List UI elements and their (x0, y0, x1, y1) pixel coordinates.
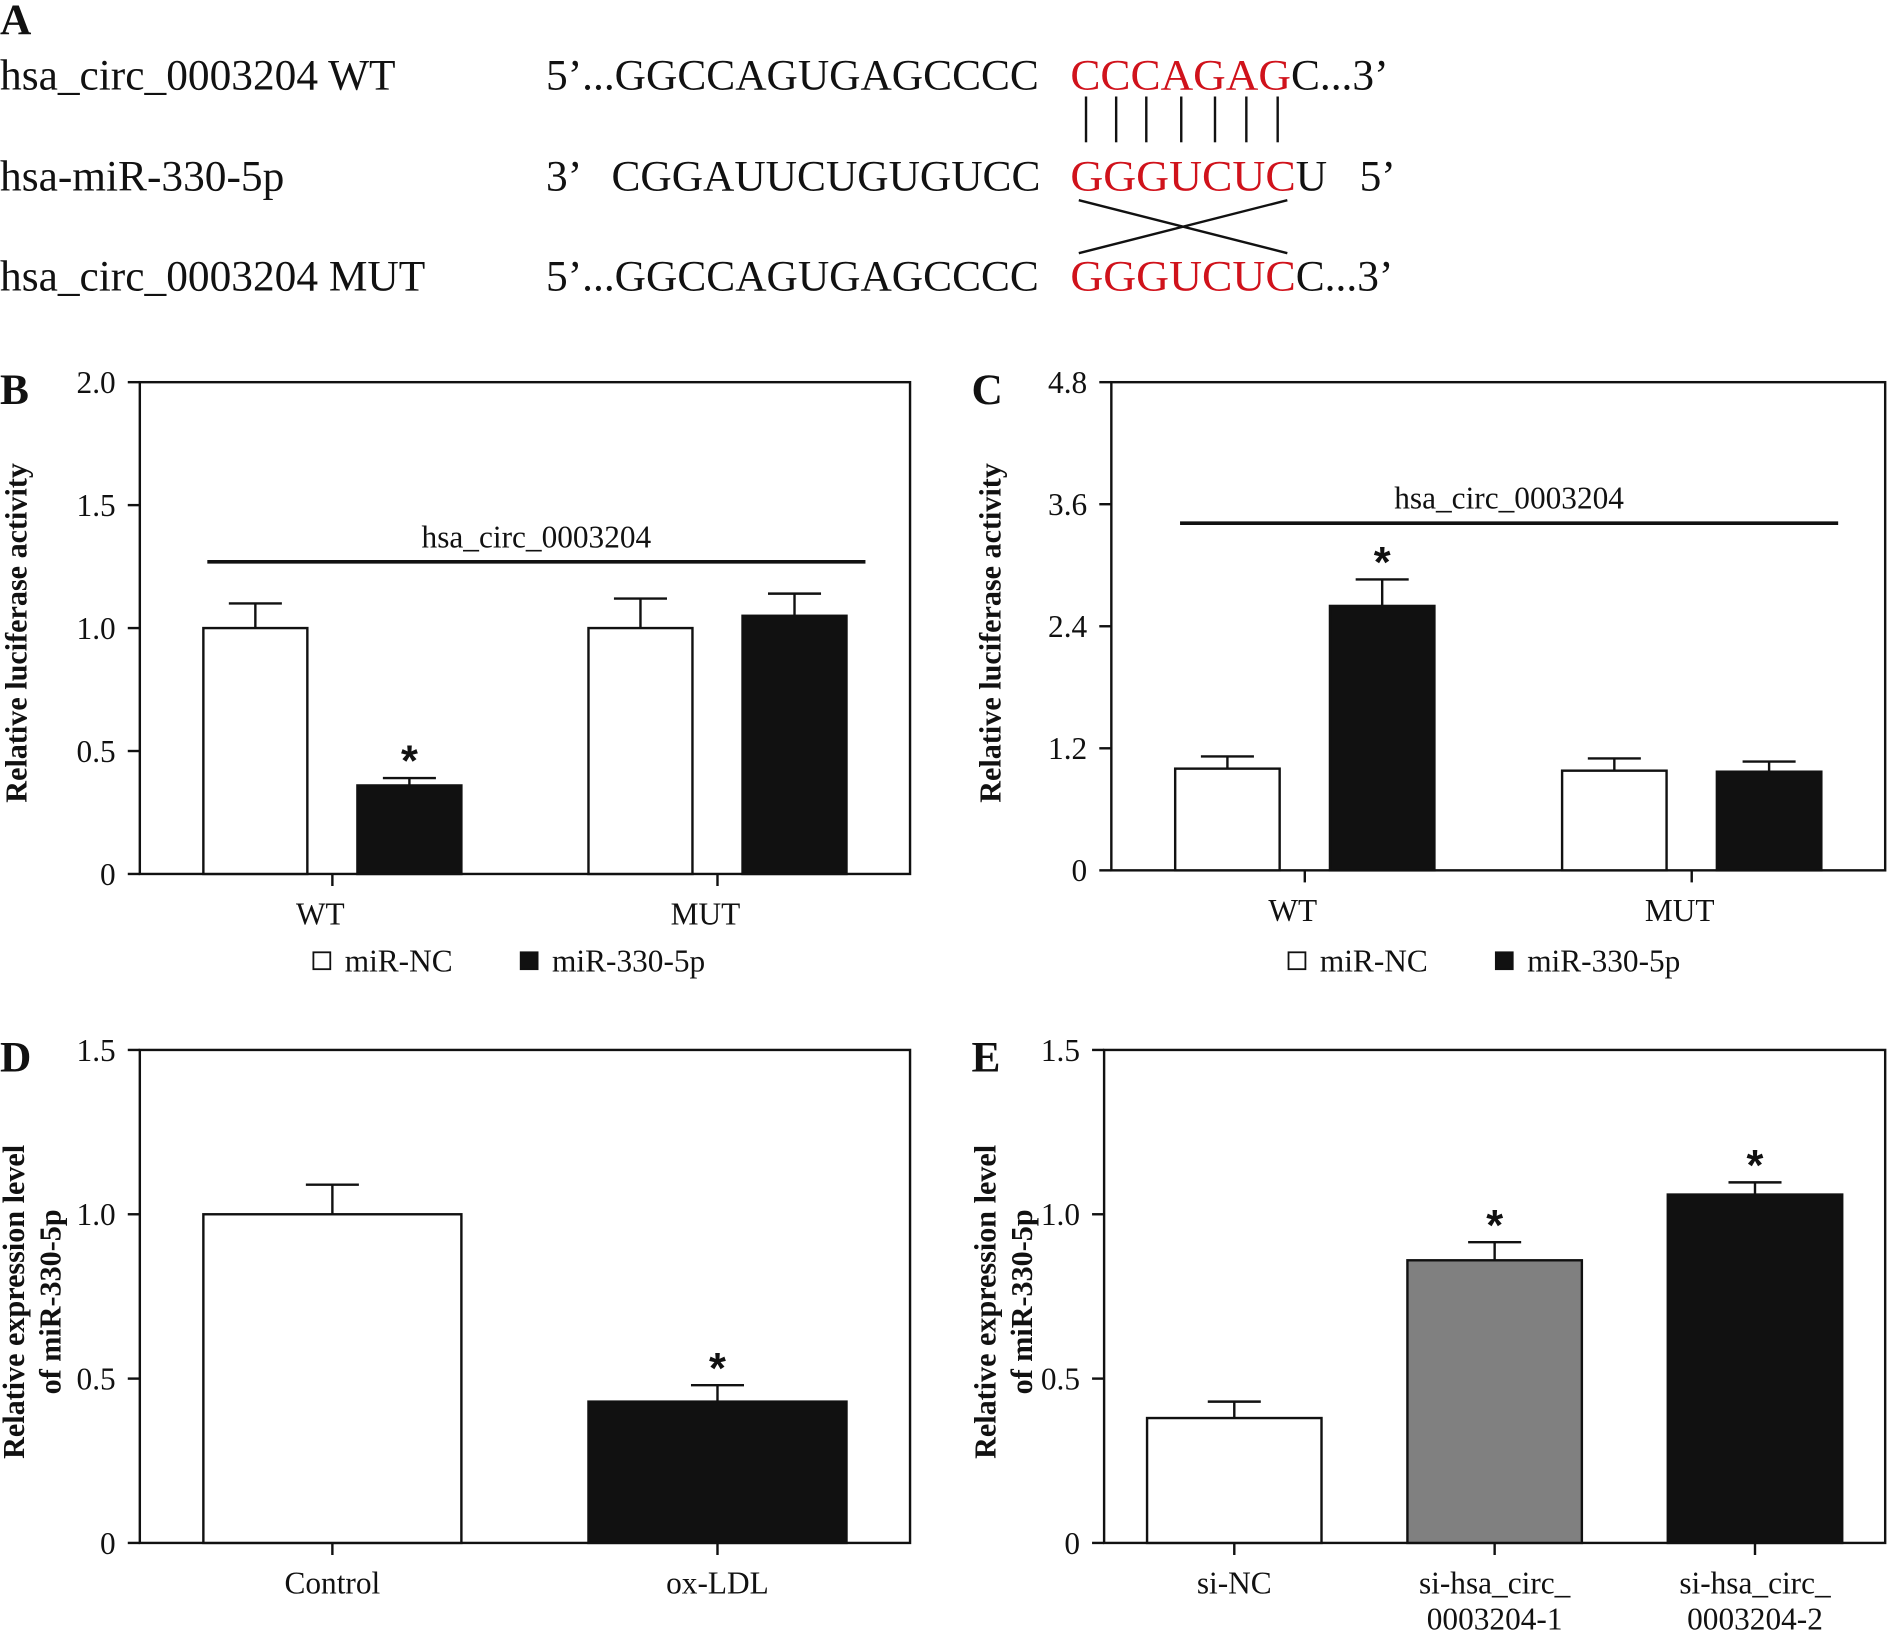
y-tick-label: 1.2 (1048, 731, 1087, 766)
y-tick-label: 0.5 (77, 734, 116, 769)
x-tick-label: WT (296, 897, 345, 932)
seq-prefix: 5’...GGCCAGUGAGCCCC (546, 51, 1039, 99)
bar (1715, 770, 1823, 872)
y-tick-label: 1.0 (1041, 1197, 1080, 1232)
y-tick-label: 0.5 (1041, 1361, 1080, 1396)
seq-name: hsa_circ_0003204 MUT (0, 253, 425, 301)
y-axis-label: Relative luciferase activity (0, 463, 34, 803)
y-tick-label: 2.4 (1048, 609, 1087, 644)
y-tick-label: 1.0 (77, 611, 116, 646)
panel-label: D (0, 1034, 31, 1082)
legend-label: miR-NC (1320, 944, 1428, 979)
plot-frame (138, 1048, 912, 1545)
bar (1173, 767, 1281, 872)
bar (587, 626, 694, 876)
significance-marker: * (1486, 1202, 1503, 1250)
seq-site: GGGUCUC (1070, 253, 1295, 301)
y-tick-label: 1.5 (1041, 1033, 1080, 1068)
significance-marker: * (401, 738, 418, 786)
x-tick-label: si-NC (1197, 1566, 1272, 1601)
y-axis-label: Relative luciferase activity (973, 463, 1007, 803)
seq-name: hsa-miR-330-5p (0, 153, 284, 201)
bar (1666, 1193, 1844, 1545)
y-axis-label: of miR-330-5p (1005, 1209, 1039, 1394)
panel-label: C (972, 366, 1003, 414)
seq-prefix: 3’ CGGAUUCUGUGUCC (546, 153, 1040, 201)
legend-label: miR-NC (345, 944, 453, 979)
y-tick-label: 0 (100, 1526, 116, 1561)
seq-suffix: C...3’ (1296, 253, 1394, 301)
bar (1560, 769, 1668, 872)
y-tick-label: 3.6 (1048, 487, 1087, 522)
seq-suffix: U 5’ (1296, 153, 1396, 201)
y-tick-label: 4.8 (1048, 365, 1087, 400)
bar (1145, 1416, 1323, 1545)
seq-suffix: C...3’ (1291, 51, 1389, 99)
significance-marker: * (709, 1345, 726, 1393)
bracket-label: hsa_circ_0003204 (1394, 481, 1624, 516)
y-tick-label: 0 (1064, 1526, 1080, 1561)
y-tick-label: 1.5 (77, 488, 116, 523)
legend-label: miR-330-5p (552, 944, 705, 979)
y-tick-label: 1.0 (77, 1197, 116, 1232)
seq-site: CCCAGAG (1070, 51, 1291, 99)
seq-name: hsa_circ_0003204 WT (0, 51, 396, 99)
bar (587, 1400, 848, 1545)
panel-label: A (0, 0, 31, 44)
x-tick-label: Control (285, 1566, 381, 1601)
x-tick-label: MUT (671, 897, 741, 932)
bar (1328, 604, 1436, 872)
bar (202, 626, 309, 876)
y-axis-label: Relative expression level (969, 1145, 1003, 1459)
bar (1406, 1259, 1584, 1545)
bar (741, 614, 848, 876)
y-tick-label: 1.5 (77, 1033, 116, 1068)
bar (356, 784, 463, 876)
panel-label: B (0, 366, 29, 414)
x-tick-label: 0003204-1 (1427, 1602, 1563, 1631)
legend-swatch (519, 951, 539, 971)
x-tick-label: MUT (1645, 893, 1715, 928)
pairing-lines (1078, 96, 1288, 255)
bar (202, 1213, 463, 1545)
x-tick-label: si-hsa_circ_ (1419, 1566, 1571, 1601)
legend-swatch (312, 951, 332, 971)
significance-marker: * (1374, 539, 1391, 587)
significance-marker: * (1747, 1142, 1764, 1190)
y-tick-label: 0.5 (77, 1361, 116, 1396)
legend-swatch (1494, 951, 1514, 971)
y-tick-label: 0 (100, 857, 116, 892)
panel-label: E (972, 1034, 1001, 1082)
x-tick-label: WT (1268, 893, 1317, 928)
y-axis-label: of miR-330-5p (33, 1209, 67, 1394)
seq-prefix: 5’...GGCCAGUGAGCCCC (546, 253, 1039, 301)
bracket-label: hsa_circ_0003204 (422, 519, 652, 554)
x-tick-label: si-hsa_circ_ (1679, 1566, 1831, 1601)
seq-site: GGGUCUC (1070, 153, 1295, 201)
legend-swatch (1287, 951, 1307, 971)
y-tick-label: 2.0 (77, 365, 116, 400)
x-tick-label: ox-LDL (666, 1566, 769, 1601)
sequence-alignment: hsa_circ_0003204 WT 5’...GGCCAGUGAGCCCC … (0, 51, 1396, 300)
y-axis-label: Relative expression level (0, 1145, 31, 1459)
y-tick-label: 0 (1072, 853, 1088, 888)
x-tick-label: 0003204-2 (1687, 1602, 1823, 1631)
legend-label: miR-330-5p (1527, 944, 1680, 979)
